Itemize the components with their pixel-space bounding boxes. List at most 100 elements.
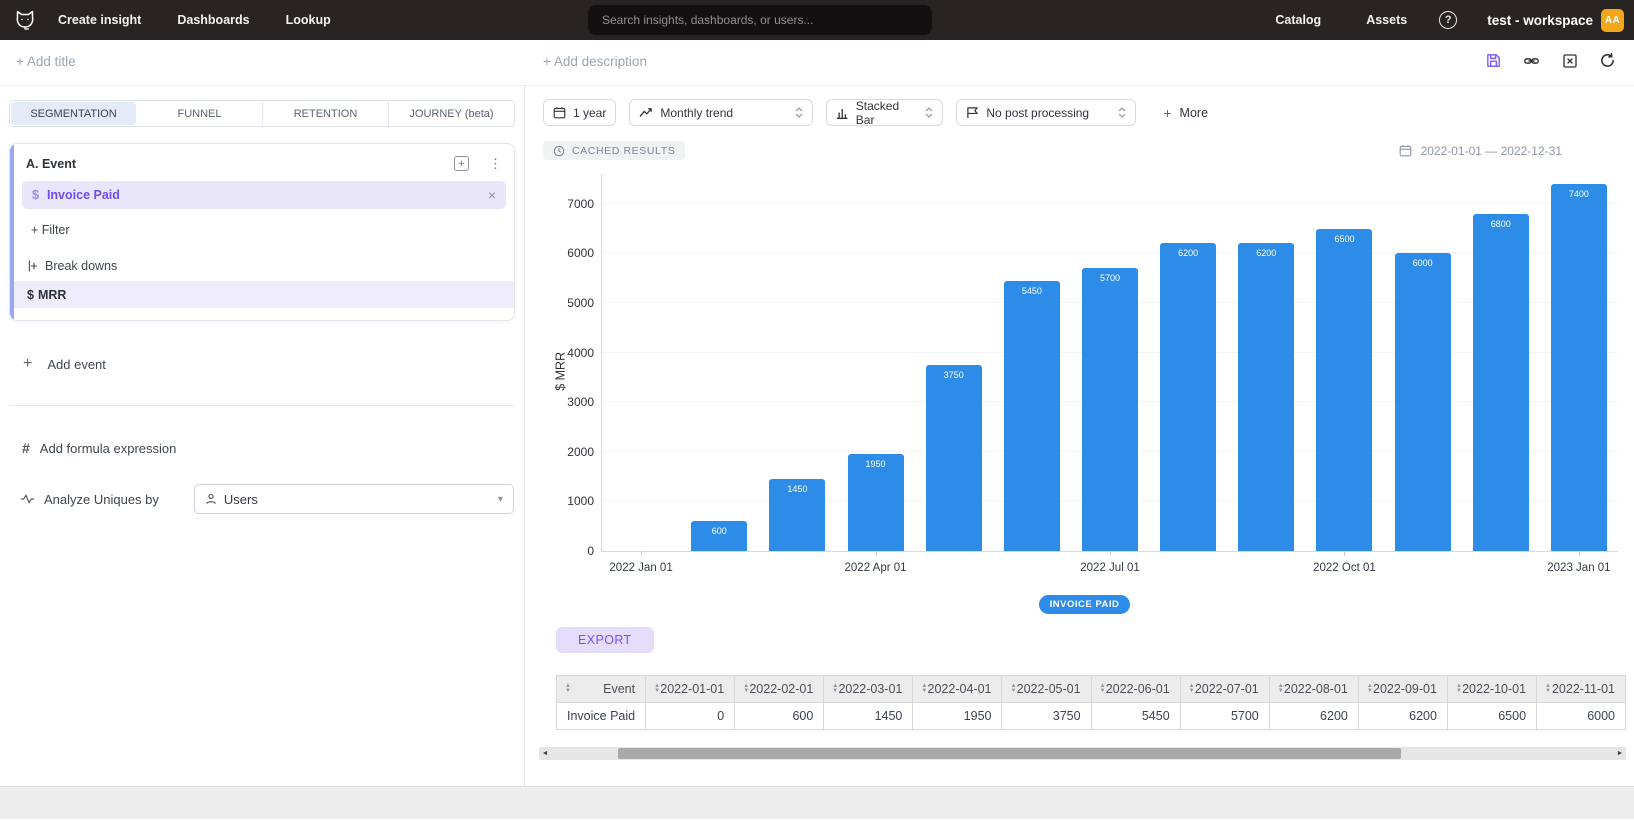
- sort-icon[interactable]: ▲ ▼: [1277, 683, 1284, 694]
- bar-chart-icon: [837, 108, 848, 119]
- bar-2022-04-01[interactable]: 1950: [847, 454, 904, 551]
- horizontal-scrollbar[interactable]: ◄ ►: [539, 747, 1626, 760]
- legend-invoice-paid[interactable]: INVOICE PAID: [1038, 595, 1131, 614]
- sort-icon[interactable]: ▲ ▼: [1455, 683, 1462, 694]
- sort-icon[interactable]: ▲ ▼: [743, 683, 750, 694]
- remove-event-icon[interactable]: ×: [487, 187, 496, 203]
- avatar[interactable]: AA: [1601, 8, 1624, 32]
- column-header-2022-11-01[interactable]: ▲ ▼ 2022-11-01: [1536, 675, 1626, 703]
- column-header-2022-10-01[interactable]: ▲ ▼ 2022-10-01: [1446, 675, 1538, 703]
- add-description-field[interactable]: + Add description: [543, 54, 647, 69]
- bar-2022-11-01[interactable]: 6000: [1394, 253, 1451, 551]
- x-tick-label: 2023 Jan 01: [1547, 562, 1611, 574]
- nav-create-insight[interactable]: Create insight: [58, 13, 142, 27]
- scroll-right-icon[interactable]: ►: [1616, 750, 1624, 757]
- selected-event-row[interactable]: $ Invoice Paid ×: [22, 181, 506, 209]
- column-header-2022-02-01[interactable]: ▲ ▼ 2022-02-01: [734, 675, 825, 703]
- bar-2022-10-01[interactable]: 6500: [1316, 228, 1373, 551]
- column-header-2022-08-01[interactable]: ▲ ▼ 2022-08-01: [1268, 675, 1359, 703]
- column-header-Event[interactable]: ▲ ▼ Event: [556, 675, 647, 703]
- tab-funnel[interactable]: FUNNEL: [137, 101, 263, 126]
- event-card-title: A. Event: [26, 156, 77, 171]
- tab-segmentation[interactable]: SEGMENTATION: [11, 102, 136, 125]
- column-header-2022-09-01[interactable]: ▲ ▼ 2022-09-01: [1357, 675, 1448, 703]
- duplicate-event-icon[interactable]: +: [454, 156, 469, 171]
- breakdown-mrr-row[interactable]: $ MRR: [10, 281, 514, 308]
- sort-icon[interactable]: ▲ ▼: [654, 683, 661, 694]
- bar-2022-08-01[interactable]: 6200: [1160, 243, 1217, 551]
- add-filter-button[interactable]: + Filter: [31, 223, 70, 237]
- bar-2022-02-01[interactable]: 600: [691, 521, 748, 551]
- add-formula-button[interactable]: # Add formula expression: [22, 440, 515, 456]
- x-tick-mark: [1344, 551, 1346, 556]
- date-range-button[interactable]: 1 year: [543, 99, 617, 126]
- bar-2023-01-01[interactable]: 7400: [1550, 183, 1607, 551]
- bar-2022-07-01[interactable]: 5700: [1082, 268, 1138, 551]
- scroll-left-icon[interactable]: ◄: [541, 750, 549, 757]
- cell-value: 1950: [912, 702, 1003, 730]
- column-header-2022-04-01[interactable]: ▲ ▼ 2022-04-01: [912, 675, 1003, 703]
- bar-2022-12-01[interactable]: 6800: [1472, 213, 1529, 551]
- sort-icon[interactable]: ▲ ▼: [832, 683, 839, 694]
- cell-value: 6200: [1357, 702, 1448, 730]
- sort-icon[interactable]: ▲ ▼: [1366, 683, 1373, 694]
- sort-icon[interactable]: ▲ ▼: [921, 683, 928, 694]
- bar-value-label: 5450: [1021, 285, 1042, 296]
- x-tick-label: 2022 Apr 01: [844, 562, 907, 574]
- column-header-2022-05-01[interactable]: ▲ ▼ 2022-05-01: [1001, 675, 1092, 703]
- sort-icon[interactable]: ▲ ▼: [1545, 683, 1551, 694]
- column-header-2022-03-01[interactable]: ▲ ▼ 2022-03-01: [823, 675, 914, 703]
- cell-value: 6500: [1446, 702, 1538, 730]
- breakdowns-button[interactable]: Break downs: [28, 259, 514, 273]
- tab-retention[interactable]: RETENTION: [263, 101, 389, 126]
- chart-type-select[interactable]: Stacked Bar: [826, 99, 944, 127]
- tab-journey[interactable]: JOURNEY (beta): [389, 101, 514, 126]
- more-controls-button[interactable]: + More: [1163, 105, 1208, 121]
- sort-icon[interactable]: ▲ ▼: [1010, 683, 1017, 694]
- column-label: 2022-06-01: [1105, 682, 1170, 696]
- scrollbar-thumb[interactable]: [618, 748, 1401, 759]
- bar-value-label: 1450: [787, 484, 808, 495]
- save-icon[interactable]: [1485, 52, 1502, 69]
- table-row: Invoice Paid 0 600 1450 1950 3750 5450 5700 6200…: [556, 702, 1626, 730]
- event-menu-icon[interactable]: ⋮: [489, 155, 502, 171]
- add-title-field[interactable]: + Add title: [16, 54, 76, 69]
- chart-plot-area: 0 1000 2000 3000 4000 5000 6000 7000 600 1450 1950…: [567, 174, 1618, 574]
- search-input[interactable]: [588, 5, 932, 35]
- sort-icon[interactable]: ▲ ▼: [1188, 683, 1195, 694]
- y-tick-label: 0: [587, 544, 594, 558]
- column-header-2022-06-01[interactable]: ▲ ▼ 2022-06-01: [1090, 675, 1181, 703]
- workspace-name[interactable]: test - workspace: [1487, 12, 1593, 28]
- export-excel-icon[interactable]: [1561, 52, 1578, 69]
- nav-lookup[interactable]: Lookup: [285, 13, 331, 27]
- spinner-icon: [1118, 107, 1126, 118]
- cached-results-badge: CACHED RESULTS: [543, 141, 686, 160]
- sort-icon[interactable]: ▲ ▼: [565, 683, 571, 694]
- add-event-button[interactable]: + Add event: [23, 355, 515, 373]
- trend-select[interactable]: Monthly trend: [629, 99, 814, 126]
- refresh-icon[interactable]: [1599, 52, 1616, 69]
- post-processing-select[interactable]: No post processing: [956, 99, 1137, 126]
- help-icon[interactable]: ?: [1439, 11, 1458, 29]
- x-tick-mark: [1578, 551, 1580, 556]
- export-button[interactable]: EXPORT: [556, 627, 654, 653]
- nav-assets[interactable]: Assets: [1366, 13, 1408, 27]
- nav-catalog[interactable]: Catalog: [1275, 13, 1322, 27]
- bar-2022-05-01[interactable]: 3750: [925, 364, 982, 551]
- nav-dashboards[interactable]: Dashboards: [177, 13, 250, 27]
- bar-2022-06-01[interactable]: 5450: [1003, 280, 1060, 551]
- cat-logo-icon[interactable]: [10, 7, 40, 33]
- sort-icon[interactable]: ▲ ▼: [1099, 683, 1106, 694]
- user-icon: [206, 493, 216, 504]
- cell-value: 600: [734, 702, 825, 730]
- spinner-icon: [925, 107, 933, 118]
- divider: [9, 405, 515, 406]
- copy-link-icon[interactable]: [1523, 52, 1540, 69]
- column-header-2022-01-01[interactable]: ▲ ▼ 2022-01-01: [645, 675, 736, 703]
- y-tick-label: 3000: [567, 395, 594, 410]
- selected-event-name: Invoice Paid: [46, 188, 120, 202]
- bar-2022-03-01[interactable]: 1450: [769, 479, 826, 551]
- column-header-2022-07-01[interactable]: ▲ ▼ 2022-07-01: [1179, 675, 1270, 703]
- bar-2022-09-01[interactable]: 6200: [1238, 243, 1295, 551]
- uniques-entity-select[interactable]: Users ▾: [193, 484, 514, 514]
